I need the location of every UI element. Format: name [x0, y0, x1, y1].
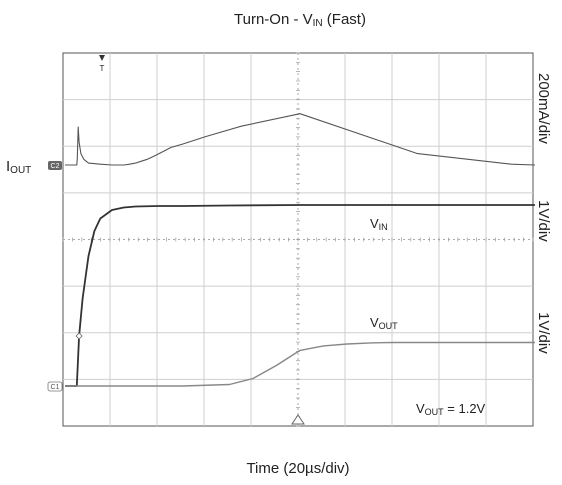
- vout-label-sub: OUT: [379, 321, 399, 331]
- scale-label-vin: 1V/div: [535, 200, 552, 242]
- annotation-tail: = 1.2V: [444, 401, 486, 416]
- scale-label-vout: 1V/div: [535, 312, 552, 354]
- vin-label-sub: IN: [379, 222, 388, 232]
- trigger-marker: T: [99, 55, 105, 73]
- chart-title-tail: (Fast): [323, 11, 366, 28]
- vout-trace: [65, 341, 535, 387]
- trigger-arrow-icon: [99, 55, 105, 61]
- iout-trace: [65, 113, 536, 166]
- channel-2-badge: [48, 161, 62, 170]
- vin-edge-marker: [75, 332, 83, 340]
- channel-1-badge: [47, 381, 63, 392]
- chart-title-sub: IN: [313, 18, 323, 29]
- traces: [65, 113, 536, 387]
- iout-label-main: I: [6, 158, 10, 175]
- chart-title: Turn-On - VIN (Fast): [234, 11, 366, 29]
- channel-2-label: C2: [51, 163, 60, 170]
- scale-label-iout: 200mA/div: [535, 73, 552, 144]
- annotation-main: V: [416, 401, 425, 416]
- x-axis-label: Time (20µs/div): [246, 460, 349, 477]
- vin-trace: [65, 204, 535, 387]
- vout-label-main: V: [370, 315, 379, 330]
- channel-1-marker: C1: [47, 381, 63, 392]
- vin-label: VIN: [370, 216, 388, 232]
- vin-label-main: V: [370, 216, 379, 231]
- center-axis-ticks: [62, 52, 534, 427]
- vout-annotation: VOUT = 1.2V: [416, 401, 486, 417]
- chart-title-main: Turn-On - V: [234, 11, 313, 28]
- channel-1-label: C1: [51, 384, 60, 391]
- iout-label: IOUT: [6, 158, 31, 176]
- channel-2-marker: C2: [48, 161, 62, 170]
- trigger-label: T: [100, 64, 105, 73]
- vout-label: VOUT: [370, 315, 398, 331]
- annotation-sub: OUT: [425, 407, 445, 417]
- trigger-position-icon: [291, 414, 305, 425]
- iout-label-sub: OUT: [10, 165, 31, 176]
